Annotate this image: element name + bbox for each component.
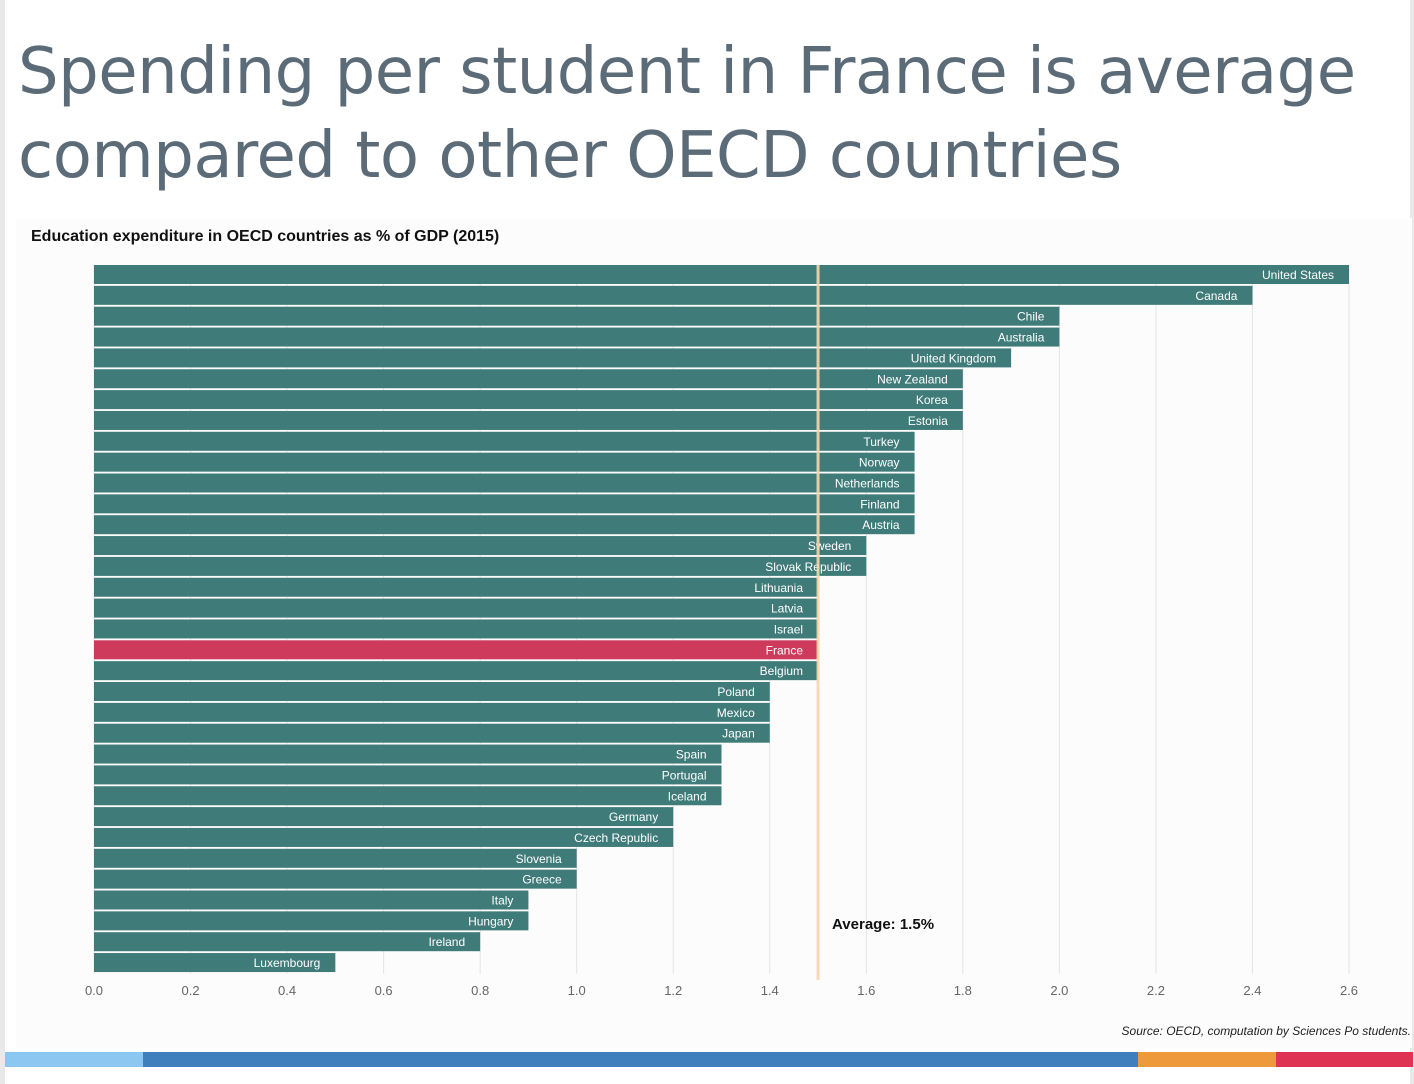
- bar: [94, 327, 1060, 347]
- bar-label: New Zealand: [877, 372, 948, 386]
- bar-label: Korea: [916, 393, 948, 407]
- bar-label: Greece: [522, 873, 562, 887]
- bar: [94, 494, 915, 514]
- bar-label: Australia: [998, 331, 1045, 345]
- bar: [94, 285, 1253, 305]
- bar: [94, 473, 915, 493]
- bar: [94, 515, 915, 535]
- bar-label: Turkey: [863, 435, 899, 449]
- bar: [94, 410, 963, 430]
- bar-label: United States: [1262, 268, 1334, 282]
- bar-label: Ireland: [428, 935, 465, 949]
- bar: [94, 786, 722, 806]
- x-tick-label: 0.2: [181, 983, 199, 998]
- bar: [94, 765, 722, 785]
- bar: [94, 953, 336, 973]
- x-tick-label: 0.0: [85, 983, 103, 998]
- bar-label: Italy: [491, 894, 513, 908]
- bar: [94, 911, 529, 931]
- bar: [94, 556, 867, 576]
- chart-title: Education expenditure in OECD countries …: [31, 228, 500, 245]
- source-note: Source: OECD, computation by Sciences Po…: [1121, 1024, 1411, 1038]
- bar: [94, 827, 674, 847]
- slide-headline: Spending per student in France is averag…: [18, 35, 1356, 193]
- slide-left-edge: [0, 0, 5, 1084]
- bar-label: Norway: [859, 456, 900, 470]
- x-tick-label: 1.4: [761, 983, 779, 998]
- bar: [94, 431, 915, 451]
- bar: [94, 348, 1012, 368]
- x-tick-label: 2.2: [1147, 983, 1165, 998]
- x-tick-label: 2.6: [1340, 983, 1358, 998]
- bar: [94, 619, 819, 639]
- bar-label: Slovak Republic: [765, 560, 851, 574]
- bar-label: Hungary: [468, 914, 513, 928]
- footer-color-bar-blue: [143, 1052, 1138, 1067]
- bar-label: Finland: [860, 497, 899, 511]
- footer-color-bar-red: [1276, 1052, 1413, 1067]
- bar: [94, 932, 481, 952]
- average-label: Average: 1.5%: [832, 916, 934, 933]
- bar-label: Portugal: [662, 768, 707, 782]
- bar: [94, 869, 577, 889]
- bar-label: Poland: [717, 685, 754, 699]
- bar-label: Sweden: [808, 539, 851, 553]
- bar: [94, 890, 529, 910]
- bar-label: Canada: [1195, 289, 1237, 303]
- x-tick-label: 0.6: [375, 983, 393, 998]
- bar-label: United Kingdom: [911, 351, 996, 365]
- x-tick-label: 1.2: [664, 983, 682, 998]
- x-tick-label: 0.4: [278, 983, 296, 998]
- bar: [94, 577, 819, 597]
- slide-right-edge: [1410, 0, 1414, 1084]
- bar-label: Germany: [609, 810, 658, 824]
- bar-label: Israel: [774, 622, 803, 636]
- x-tick-label: 1.0: [568, 983, 586, 998]
- bar-label: Slovenia: [516, 852, 562, 866]
- bar-label: Belgium: [760, 664, 803, 678]
- bar-label: Chile: [1017, 310, 1045, 324]
- bar: [94, 536, 867, 556]
- bar-label: Netherlands: [835, 477, 900, 491]
- bar-label: Mexico: [717, 706, 755, 720]
- bar: [94, 598, 819, 618]
- bar: [94, 702, 770, 722]
- bar: [94, 848, 577, 868]
- bar: [94, 744, 722, 764]
- bar-label: Luxembourg: [254, 956, 321, 970]
- bar: [94, 265, 1349, 284]
- bar-label: Czech Republic: [574, 831, 658, 845]
- bar: [94, 807, 674, 827]
- x-tick-label: 2.0: [1050, 983, 1068, 998]
- bar-label: Iceland: [668, 789, 707, 803]
- bar: [94, 306, 1060, 326]
- bar: [94, 390, 963, 410]
- bar-label: Japan: [722, 727, 755, 741]
- bar-label: Estonia: [908, 414, 948, 428]
- bar-label: France: [766, 643, 804, 657]
- x-tick-label: 1.6: [857, 983, 875, 998]
- footer-color-bar-light-blue: [5, 1052, 143, 1067]
- bar: [94, 661, 819, 681]
- bar-label: Lithuania: [754, 581, 803, 595]
- bar-label: Latvia: [771, 602, 803, 616]
- bar: [94, 452, 915, 472]
- bar: [94, 640, 819, 660]
- bar: [94, 369, 963, 389]
- x-tick-label: 2.4: [1243, 983, 1261, 998]
- bar: [94, 723, 770, 743]
- bar-label: Spain: [676, 748, 707, 762]
- bar: [94, 682, 770, 701]
- footer-color-bar-orange: [1138, 1052, 1276, 1067]
- x-tick-label: 0.8: [471, 983, 489, 998]
- x-tick-label: 1.8: [954, 983, 972, 998]
- bar-label: Austria: [862, 518, 900, 532]
